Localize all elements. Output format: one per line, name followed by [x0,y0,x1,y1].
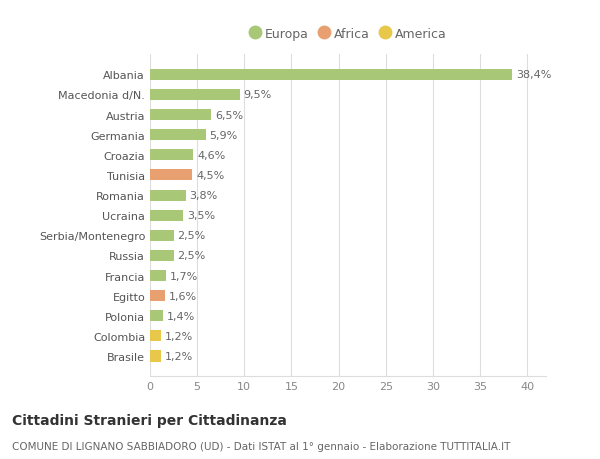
Text: 1,2%: 1,2% [165,331,193,341]
Text: 5,9%: 5,9% [209,130,238,140]
Bar [150,230,173,241]
Legend: Europa, Africa, America: Europa, Africa, America [245,23,451,46]
Text: 1,6%: 1,6% [169,291,197,301]
Bar [150,351,161,362]
Text: 4,5%: 4,5% [196,171,224,180]
Text: 9,5%: 9,5% [244,90,272,100]
Bar [150,110,211,121]
Text: 2,5%: 2,5% [178,231,206,241]
Text: 2,5%: 2,5% [178,251,206,261]
Bar [150,70,512,81]
Bar [150,170,193,181]
Text: Cittadini Stranieri per Cittadinanza: Cittadini Stranieri per Cittadinanza [12,413,287,427]
Bar [150,130,206,141]
Bar [150,190,186,201]
Bar [150,311,163,322]
Text: 38,4%: 38,4% [516,70,551,80]
Text: 1,7%: 1,7% [170,271,198,281]
Bar [150,150,193,161]
Bar [150,291,165,302]
Text: 1,4%: 1,4% [167,311,195,321]
Text: 3,5%: 3,5% [187,211,215,221]
Text: 6,5%: 6,5% [215,110,243,120]
Bar [150,270,166,281]
Bar [150,250,173,262]
Bar [150,330,161,341]
Bar [150,90,239,101]
Text: COMUNE DI LIGNANO SABBIADORO (UD) - Dati ISTAT al 1° gennaio - Elaborazione TUTT: COMUNE DI LIGNANO SABBIADORO (UD) - Dati… [12,441,511,451]
Bar [150,210,183,221]
Text: 3,8%: 3,8% [190,190,218,201]
Text: 1,2%: 1,2% [165,351,193,361]
Text: 4,6%: 4,6% [197,151,226,161]
